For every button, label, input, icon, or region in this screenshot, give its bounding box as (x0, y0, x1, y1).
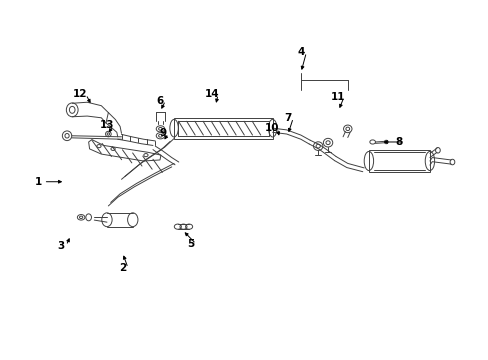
Text: 11: 11 (330, 92, 345, 102)
Text: 10: 10 (264, 123, 279, 133)
Text: 9: 9 (159, 129, 166, 138)
Text: 2: 2 (119, 263, 126, 273)
Text: 12: 12 (73, 89, 87, 99)
Text: 1: 1 (34, 177, 41, 187)
Text: 8: 8 (395, 137, 402, 147)
Text: 13: 13 (100, 120, 115, 130)
Text: 7: 7 (284, 113, 291, 123)
Text: 3: 3 (57, 241, 64, 251)
Text: 4: 4 (297, 47, 304, 57)
Text: 14: 14 (205, 89, 220, 99)
Text: 5: 5 (186, 239, 194, 249)
Text: 6: 6 (156, 95, 163, 105)
